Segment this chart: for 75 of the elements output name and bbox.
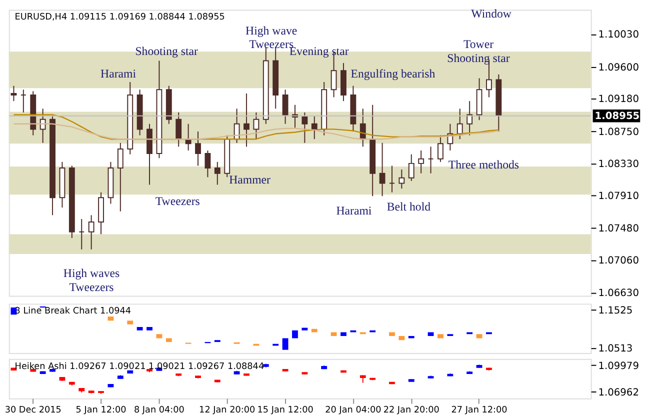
bar [389, 332, 395, 336]
candlestick [389, 165, 395, 193]
bar [166, 338, 172, 342]
y-tick-label: 1.08330 [598, 158, 639, 170]
annotation: Hammer [229, 172, 271, 186]
candlestick [195, 131, 201, 166]
x-tick-label: 20 Jan 04:00 [325, 406, 382, 416]
candlestick [466, 100, 473, 136]
annotation: Harami [100, 66, 137, 81]
candlestick [20, 89, 26, 113]
candlestick [311, 116, 318, 140]
annotation: Tweezers [155, 194, 200, 208]
annotation: Shooting star [135, 44, 198, 58]
candlestick [398, 169, 405, 190]
y-tick-label: 1.06962 [598, 387, 639, 398]
y-tick-label: 1.09600 [598, 62, 639, 74]
annotation: Three methods [448, 157, 520, 172]
x-tick-label: 15 Jan 12:00 [257, 406, 314, 416]
bar [136, 327, 143, 330]
y-tick-label: 1.0513 [598, 343, 633, 354]
annotation: Tower Shooting star [447, 37, 510, 65]
annotation: Window [471, 6, 512, 21]
bar [146, 327, 152, 330]
bar [311, 328, 318, 332]
bar [438, 334, 444, 338]
bar [292, 330, 298, 338]
annotation: Harami [336, 204, 372, 218]
y-tick-label: 1.07480 [598, 224, 639, 235]
annotation: Engulfing bearish [350, 66, 436, 81]
x-tick-label: 8 Jan 04:00 [134, 406, 185, 416]
candlestick [302, 112, 308, 144]
candlestick [78, 218, 85, 250]
candlestick [88, 214, 94, 250]
bar [340, 332, 346, 336]
candlestick [40, 108, 46, 144]
candlestick [10, 85, 17, 102]
y-tick-label: 1.09979 [598, 360, 639, 372]
candlestick [244, 92, 250, 148]
x-tick-label: 22 Jan 20:00 [383, 406, 440, 416]
candlestick [117, 142, 124, 212]
candlestick [214, 161, 220, 186]
annotation: High waves Tweezers [63, 266, 120, 294]
candlestick [438, 134, 444, 162]
chart-title: Heiken Ashi 1.09267 1.09021 1.09021 1.09267 1.08844 [14, 362, 264, 372]
y-tick-label: 1.09180 [598, 94, 639, 106]
annotation: Belt hold [386, 200, 431, 214]
y-tick-label: 1.10030 [598, 30, 639, 41]
candlestick [282, 89, 288, 124]
y-tick-label: 1.07910 [598, 190, 639, 202]
x-tick-label: 12 Jan 20:00 [199, 406, 256, 416]
bar [408, 336, 414, 338]
candlestick [408, 154, 414, 182]
candlestick [379, 142, 386, 197]
y-tick-label: 1.08750 [598, 126, 639, 138]
candlestick [456, 108, 463, 140]
bar [127, 320, 134, 324]
bar [108, 316, 114, 321]
ref-line-label: 1.08955 [594, 110, 640, 122]
candlestick [176, 112, 182, 148]
y-tick-label: 1.06630 [598, 288, 639, 300]
y-tick-label: 1.07060 [598, 256, 639, 267]
candlestick [204, 150, 211, 178]
chart-title: EURUSD,H4 1.09115 1.09169 1.08844 1.08955 [14, 12, 225, 23]
x-tick-label: 30 Dec 2015 [4, 406, 62, 416]
candlestick [418, 150, 424, 174]
bar [476, 334, 482, 338]
bar [398, 336, 405, 340]
bar [156, 334, 162, 338]
candlestick [253, 112, 260, 140]
bar [302, 328, 308, 330]
candlestick [428, 146, 434, 174]
bar [282, 338, 288, 350]
x-tick-label: 27 Jan 12:00 [451, 406, 508, 416]
y-tick-label: 1.1525 [598, 305, 633, 316]
x-tick-label: 5 Jan 12:00 [76, 406, 127, 416]
